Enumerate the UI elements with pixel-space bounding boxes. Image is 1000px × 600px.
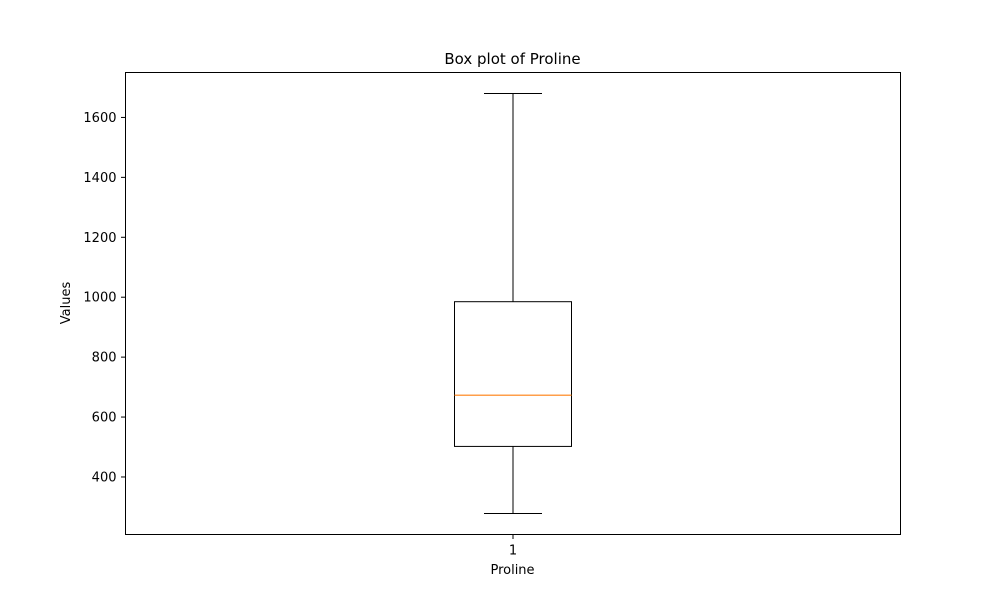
y-axis-label: Values xyxy=(59,282,74,325)
y-tick-label: 1600 xyxy=(83,111,116,126)
y-tick-label: 1400 xyxy=(83,171,116,186)
x-axis: 1 xyxy=(509,534,517,559)
y-tick-label: 600 xyxy=(92,411,117,426)
x-tick-label: 1 xyxy=(509,544,517,559)
chart-title: Box plot of Proline xyxy=(444,50,580,68)
y-tick-label: 400 xyxy=(92,470,117,485)
y-tick-label: 1000 xyxy=(83,291,116,306)
y-axis: 400 600 800 1000 1200 1400 1600 xyxy=(83,111,126,485)
box-group xyxy=(454,92,572,515)
y-tick-label: 1200 xyxy=(83,231,116,246)
x-axis-label: Proline xyxy=(490,563,534,578)
iqr-box xyxy=(454,301,572,447)
y-tick-label: 800 xyxy=(92,351,117,366)
